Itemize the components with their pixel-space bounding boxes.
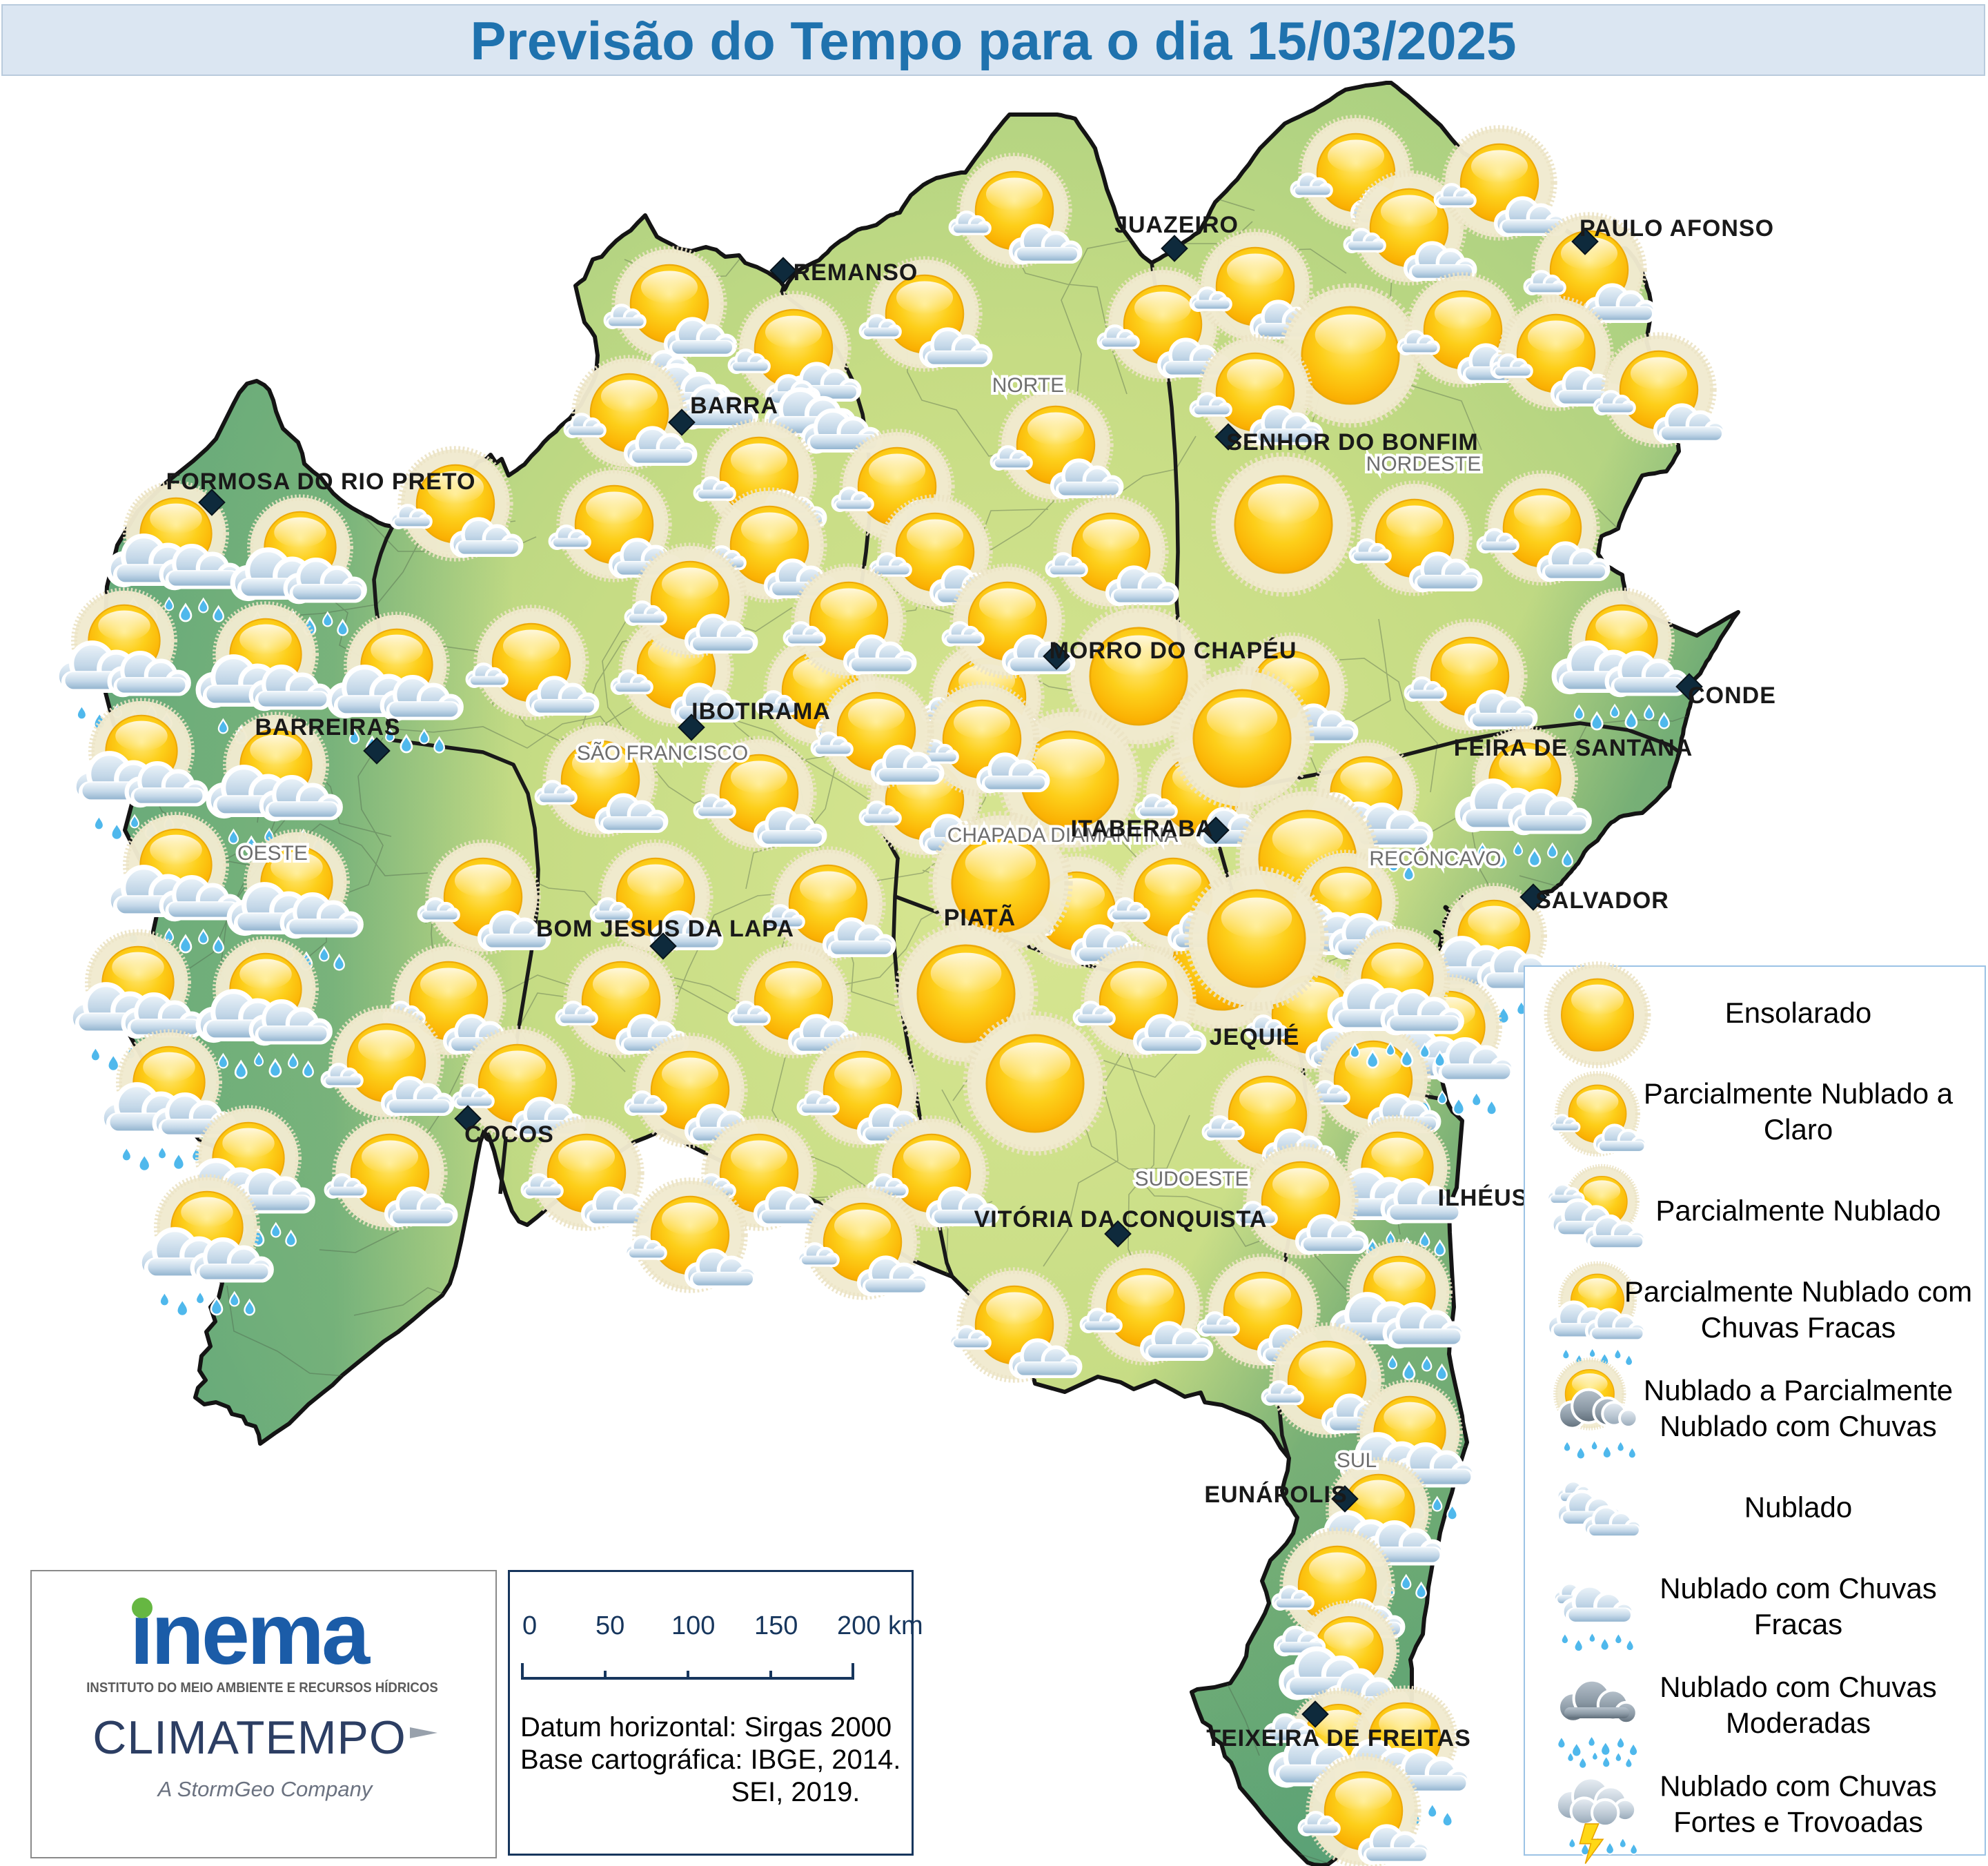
- svg-text:SÃO FRANCISCO: SÃO FRANCISCO: [577, 741, 748, 765]
- svg-text:IBOTIRAMA: IBOTIRAMA: [691, 698, 831, 725]
- svg-text:ILHÉUS: ILHÉUS: [1438, 1185, 1528, 1211]
- svg-text:PIATÃ: PIATÃ: [944, 905, 1016, 931]
- svg-text:Ensolarado: Ensolarado: [1725, 996, 1871, 1029]
- svg-text:Parcialmente Nublado a: Parcialmente Nublado a: [1644, 1077, 1953, 1110]
- svg-text:REMANSO: REMANSO: [794, 259, 918, 286]
- svg-text:Claro: Claro: [1764, 1113, 1833, 1146]
- svg-text:TEIXEIRA DE FREITAS: TEIXEIRA DE FREITAS: [1206, 1725, 1471, 1751]
- svg-text:Parcialmente Nublado com: Parcialmente Nublado com: [1624, 1275, 1972, 1308]
- svg-text:BARREIRAS: BARREIRAS: [255, 714, 400, 740]
- svg-text:VITÓRIA DA CONQUISTA: VITÓRIA DA CONQUISTA: [974, 1206, 1268, 1232]
- svg-text:COCOS: COCOS: [464, 1121, 554, 1148]
- svg-text:FEIRA DE SANTANA: FEIRA DE SANTANA: [1454, 735, 1693, 761]
- svg-text:BARRA: BARRA: [690, 393, 778, 419]
- svg-text:Nublado com Chuvas: Nublado com Chuvas: [1660, 1769, 1937, 1802]
- svg-text:ITABERABA: ITABERABA: [1071, 816, 1214, 842]
- svg-text:FORMOSA DO RIO PRETO: FORMOSA DO RIO PRETO: [166, 469, 476, 495]
- svg-text:Parcialmente Nublado: Parcialmente Nublado: [1655, 1194, 1940, 1226]
- svg-text:JUAZEIRO: JUAZEIRO: [1114, 212, 1239, 238]
- svg-text:SALVADOR: SALVADOR: [1535, 887, 1669, 914]
- svg-text:SENHOR DO BONFIM: SENHOR DO BONFIM: [1226, 429, 1478, 455]
- svg-text:Nublado com Chuvas: Nublado com Chuvas: [1660, 1410, 1937, 1442]
- svg-text:CONDE: CONDE: [1688, 682, 1776, 709]
- svg-text:Nublado com Chuvas: Nublado com Chuvas: [1660, 1671, 1937, 1703]
- svg-text:PAULO AFONSO: PAULO AFONSO: [1579, 215, 1774, 242]
- svg-text:SUL: SUL: [1337, 1449, 1377, 1472]
- svg-text:Nublado a Parcialmente: Nublado a Parcialmente: [1644, 1374, 1953, 1406]
- svg-text:EUNÁPOLIS: EUNÁPOLIS: [1204, 1482, 1347, 1508]
- svg-text:JEQUIÉ: JEQUIÉ: [1210, 1024, 1300, 1050]
- svg-text:Fortes e Trovoadas: Fortes e Trovoadas: [1673, 1805, 1923, 1838]
- svg-text:BOM JESUS DA LAPA: BOM JESUS DA LAPA: [536, 916, 794, 942]
- svg-text:Chuvas Fracas: Chuvas Fracas: [1701, 1311, 1896, 1344]
- svg-text:NORDESTE: NORDESTE: [1366, 453, 1482, 475]
- svg-text:RECÔNCAVO: RECÔNCAVO: [1369, 847, 1501, 870]
- svg-text:NORTE: NORTE: [992, 374, 1064, 397]
- svg-text:SUDOESTE: SUDOESTE: [1134, 1168, 1248, 1190]
- svg-text:OESTE: OESTE: [237, 842, 308, 865]
- svg-text:MORRO DO CHAPÉU: MORRO DO CHAPÉU: [1050, 638, 1297, 664]
- svg-text:Fracas: Fracas: [1754, 1608, 1842, 1640]
- svg-text:Nublado: Nublado: [1744, 1491, 1852, 1523]
- svg-text:Moderadas: Moderadas: [1726, 1707, 1871, 1739]
- svg-text:CHAPADA DIAMANTINA: CHAPADA DIAMANTINA: [947, 824, 1179, 847]
- svg-text:Nublado com Chuvas: Nublado com Chuvas: [1660, 1572, 1937, 1604]
